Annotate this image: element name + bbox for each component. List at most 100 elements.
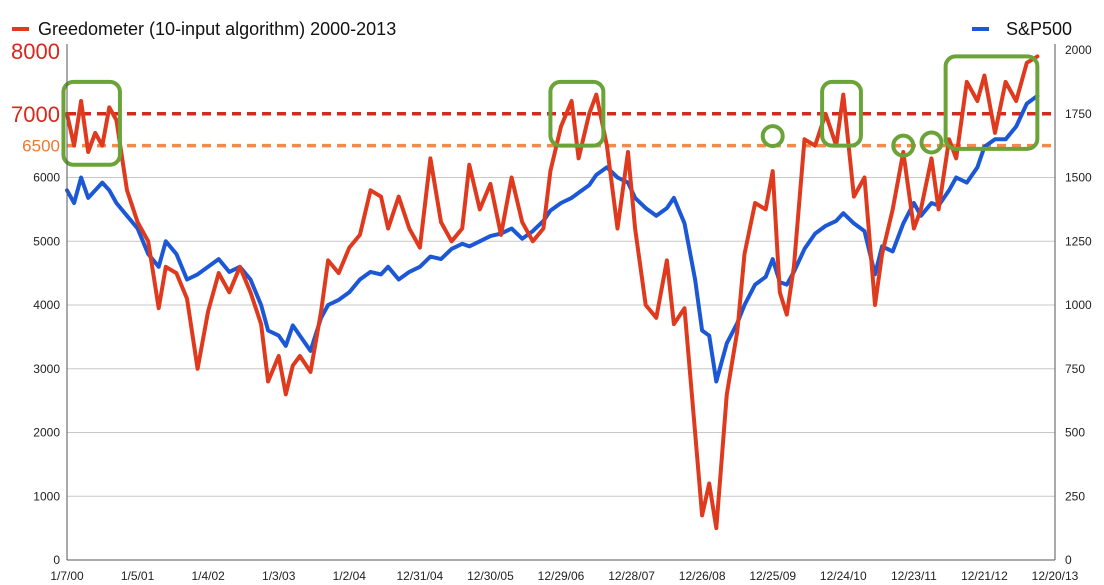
series-point bbox=[743, 304, 746, 306]
series-point bbox=[359, 278, 361, 281]
series-point bbox=[955, 176, 957, 179]
x-tick-label: 1/3/03 bbox=[262, 569, 296, 583]
series-point bbox=[825, 225, 827, 227]
series-point bbox=[260, 323, 262, 325]
series-point bbox=[186, 298, 188, 300]
series-point bbox=[158, 307, 160, 309]
series-point bbox=[369, 189, 372, 191]
series-point bbox=[108, 189, 110, 191]
series-point bbox=[874, 304, 876, 306]
series-point bbox=[165, 240, 167, 242]
series-point bbox=[976, 100, 979, 102]
series-point bbox=[825, 113, 827, 115]
legend: Greedometer (10-input algorithm) 2000-20… bbox=[12, 19, 1072, 39]
series-point bbox=[408, 227, 410, 230]
series-point bbox=[249, 291, 252, 293]
highlight-box bbox=[943, 54, 1040, 151]
series-point bbox=[115, 119, 117, 121]
y-right-tick-label: 1250 bbox=[1065, 234, 1092, 248]
series-point bbox=[419, 266, 421, 268]
series-point bbox=[754, 284, 756, 286]
series-point bbox=[1026, 62, 1028, 64]
series-point bbox=[80, 100, 82, 102]
highlight-circle bbox=[919, 130, 944, 155]
series-point bbox=[994, 132, 996, 134]
series-point bbox=[683, 222, 686, 224]
series-point bbox=[571, 100, 573, 102]
series-line-greedometer bbox=[65, 54, 1040, 531]
highlight-box bbox=[548, 79, 606, 148]
series-point bbox=[835, 220, 837, 222]
series-point bbox=[468, 164, 470, 166]
series-point bbox=[842, 94, 844, 96]
y-left-tick-label: 6500 bbox=[22, 137, 60, 156]
legend-label-sp500: S&P500 bbox=[1006, 19, 1072, 39]
series-point bbox=[1005, 81, 1007, 83]
series-point bbox=[532, 230, 534, 232]
series-point bbox=[666, 207, 668, 209]
series-point bbox=[461, 227, 463, 230]
series-point bbox=[874, 273, 876, 275]
series-point bbox=[186, 278, 188, 281]
series-point bbox=[560, 202, 562, 204]
series-point bbox=[666, 259, 668, 261]
series-point bbox=[338, 299, 340, 301]
x-tick-label: 12/23/11 bbox=[891, 569, 937, 583]
series-point bbox=[511, 227, 513, 230]
series-point bbox=[920, 208, 922, 210]
series-point bbox=[578, 157, 580, 159]
x-tick-label: 12/25/09 bbox=[749, 569, 796, 583]
series-point bbox=[966, 81, 968, 83]
highlight-circle bbox=[760, 124, 785, 149]
series-point bbox=[595, 174, 597, 176]
x-tick-label: 12/29/06 bbox=[538, 569, 585, 583]
series-point bbox=[327, 304, 329, 306]
series-point bbox=[683, 307, 686, 309]
y-right-tick-label: 500 bbox=[1065, 426, 1085, 440]
series-point bbox=[479, 240, 481, 242]
series-point bbox=[218, 272, 220, 274]
series-point bbox=[955, 157, 957, 159]
series-point bbox=[387, 266, 389, 268]
series-point bbox=[1005, 138, 1007, 140]
series-point bbox=[228, 271, 230, 273]
series-point bbox=[101, 182, 103, 184]
series-point bbox=[913, 202, 915, 204]
series-point bbox=[976, 166, 979, 168]
series-point bbox=[87, 197, 89, 199]
series-point bbox=[701, 329, 703, 332]
series-point bbox=[786, 284, 788, 286]
series-point bbox=[348, 247, 350, 249]
highlight-box bbox=[820, 79, 863, 148]
series-point bbox=[616, 176, 619, 179]
grid-lines bbox=[67, 177, 1055, 561]
series-point bbox=[137, 221, 139, 223]
x-tick-label: 1/4/02 bbox=[191, 569, 225, 583]
x-tick-label: 12/21/12 bbox=[961, 569, 1008, 583]
y-left-tick-label: 8000 bbox=[11, 39, 60, 64]
series-point bbox=[320, 310, 322, 312]
axes: 0 1000 2000 3000 4000 5000 6000 6500 7000 8000 0 25… bbox=[11, 39, 1092, 583]
y-right-tick-label: 250 bbox=[1065, 489, 1085, 503]
series-point bbox=[902, 222, 904, 224]
series-point bbox=[948, 138, 950, 140]
y-left-tick-label: 6000 bbox=[33, 171, 60, 185]
y-left-tick-label: 7000 bbox=[11, 102, 60, 127]
series-point bbox=[694, 278, 696, 281]
series-point bbox=[765, 208, 767, 210]
y-left-tick-label: 1000 bbox=[33, 489, 60, 503]
series-point bbox=[708, 482, 710, 485]
series-point bbox=[380, 273, 382, 275]
series-point bbox=[249, 278, 252, 281]
series-point bbox=[634, 197, 636, 199]
x-tick-label: 12/20/13 bbox=[1032, 569, 1079, 583]
highlight-box bbox=[61, 79, 122, 167]
series-point bbox=[549, 210, 552, 212]
series-point bbox=[655, 317, 657, 319]
series-point bbox=[115, 202, 117, 204]
series-point bbox=[108, 106, 110, 108]
y-left-tick-label: 2000 bbox=[33, 426, 60, 440]
series-point bbox=[814, 145, 816, 147]
series-point bbox=[461, 243, 463, 245]
series-point bbox=[673, 197, 675, 199]
